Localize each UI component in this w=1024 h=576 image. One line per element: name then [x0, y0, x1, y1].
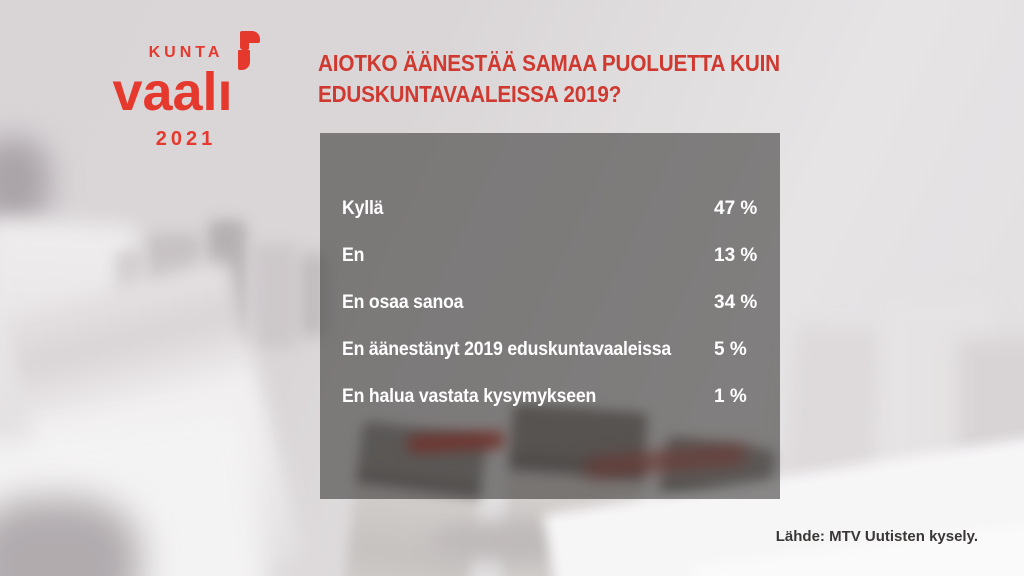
result-label: En äänestänyt 2019 eduskuntavaaleissa: [342, 338, 672, 360]
result-row: En 13 %: [342, 232, 758, 279]
headline-line-2: EDUSKUNTAVAALEISSA 2019?: [318, 81, 622, 107]
poll-question-headline: AIOTKO ÄÄNESTÄÄ SAMAA PUOLUETTA KUIN EDU…: [318, 48, 876, 110]
result-row: En halua vastata kysymykseen 1 %: [342, 373, 758, 420]
result-row: Kyllä 47 %: [342, 185, 758, 232]
logo-letters: vaalı: [112, 62, 233, 122]
result-value: 5 %: [714, 338, 747, 360]
background-shape: [0, 138, 50, 224]
logo-word-vaalit: vaalı: [96, 31, 276, 122]
result-label: Kyllä: [342, 197, 384, 219]
result-label: En osaa sanoa: [342, 291, 464, 313]
result-row: En osaa sanoa 34 %: [342, 279, 758, 326]
headline-line-1: AIOTKO ÄÄNESTÄÄ SAMAA PUOLUETTA KUIN: [318, 50, 780, 76]
background-shape: [0, 498, 140, 576]
result-label: En: [342, 244, 365, 266]
result-value: 1 %: [714, 385, 747, 407]
result-value: 34 %: [714, 291, 758, 313]
results-panel: Kyllä 47 % En 13 % En osaa sanoa 34 % En…: [320, 133, 780, 499]
result-value: 13 %: [714, 244, 758, 266]
kuntavaalit-2021-logo: KUNTA vaalı 2021: [96, 31, 276, 151]
logo-word-kunta: KUNTA: [148, 44, 224, 61]
result-label: En halua vastata kysymykseen: [342, 385, 597, 407]
result-value: 47 %: [714, 197, 758, 219]
logo-stylized-t-glyph: [236, 31, 260, 110]
logo-year: 2021: [155, 128, 217, 150]
source-attribution: Lähde: MTV Uutisten kysely.: [775, 528, 978, 545]
result-row: En äänestänyt 2019 eduskuntavaaleissa 5 …: [342, 326, 758, 373]
background-shape: [252, 243, 296, 349]
